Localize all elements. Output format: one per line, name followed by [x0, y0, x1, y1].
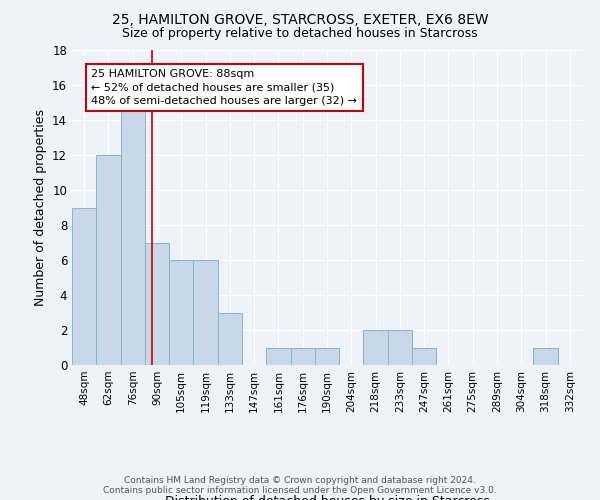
Bar: [218, 312, 242, 365]
Bar: [96, 155, 121, 365]
Text: 25, HAMILTON GROVE, STARCROSS, EXETER, EX6 8EW: 25, HAMILTON GROVE, STARCROSS, EXETER, E…: [112, 12, 488, 26]
Bar: [315, 348, 339, 365]
Bar: [121, 68, 145, 365]
Text: 25 HAMILTON GROVE: 88sqm
← 52% of detached houses are smaller (35)
48% of semi-d: 25 HAMILTON GROVE: 88sqm ← 52% of detach…: [91, 69, 358, 106]
Bar: [364, 330, 388, 365]
Text: Size of property relative to detached houses in Starcross: Size of property relative to detached ho…: [122, 28, 478, 40]
Bar: [72, 208, 96, 365]
Bar: [290, 348, 315, 365]
Bar: [388, 330, 412, 365]
X-axis label: Distribution of detached houses by size in Starcross: Distribution of detached houses by size …: [164, 496, 490, 500]
Y-axis label: Number of detached properties: Number of detached properties: [34, 109, 47, 306]
Bar: [266, 348, 290, 365]
Bar: [193, 260, 218, 365]
Bar: [169, 260, 193, 365]
Text: Contains HM Land Registry data © Crown copyright and database right 2024.
Contai: Contains HM Land Registry data © Crown c…: [103, 476, 497, 495]
Bar: [533, 348, 558, 365]
Bar: [145, 242, 169, 365]
Bar: [412, 348, 436, 365]
